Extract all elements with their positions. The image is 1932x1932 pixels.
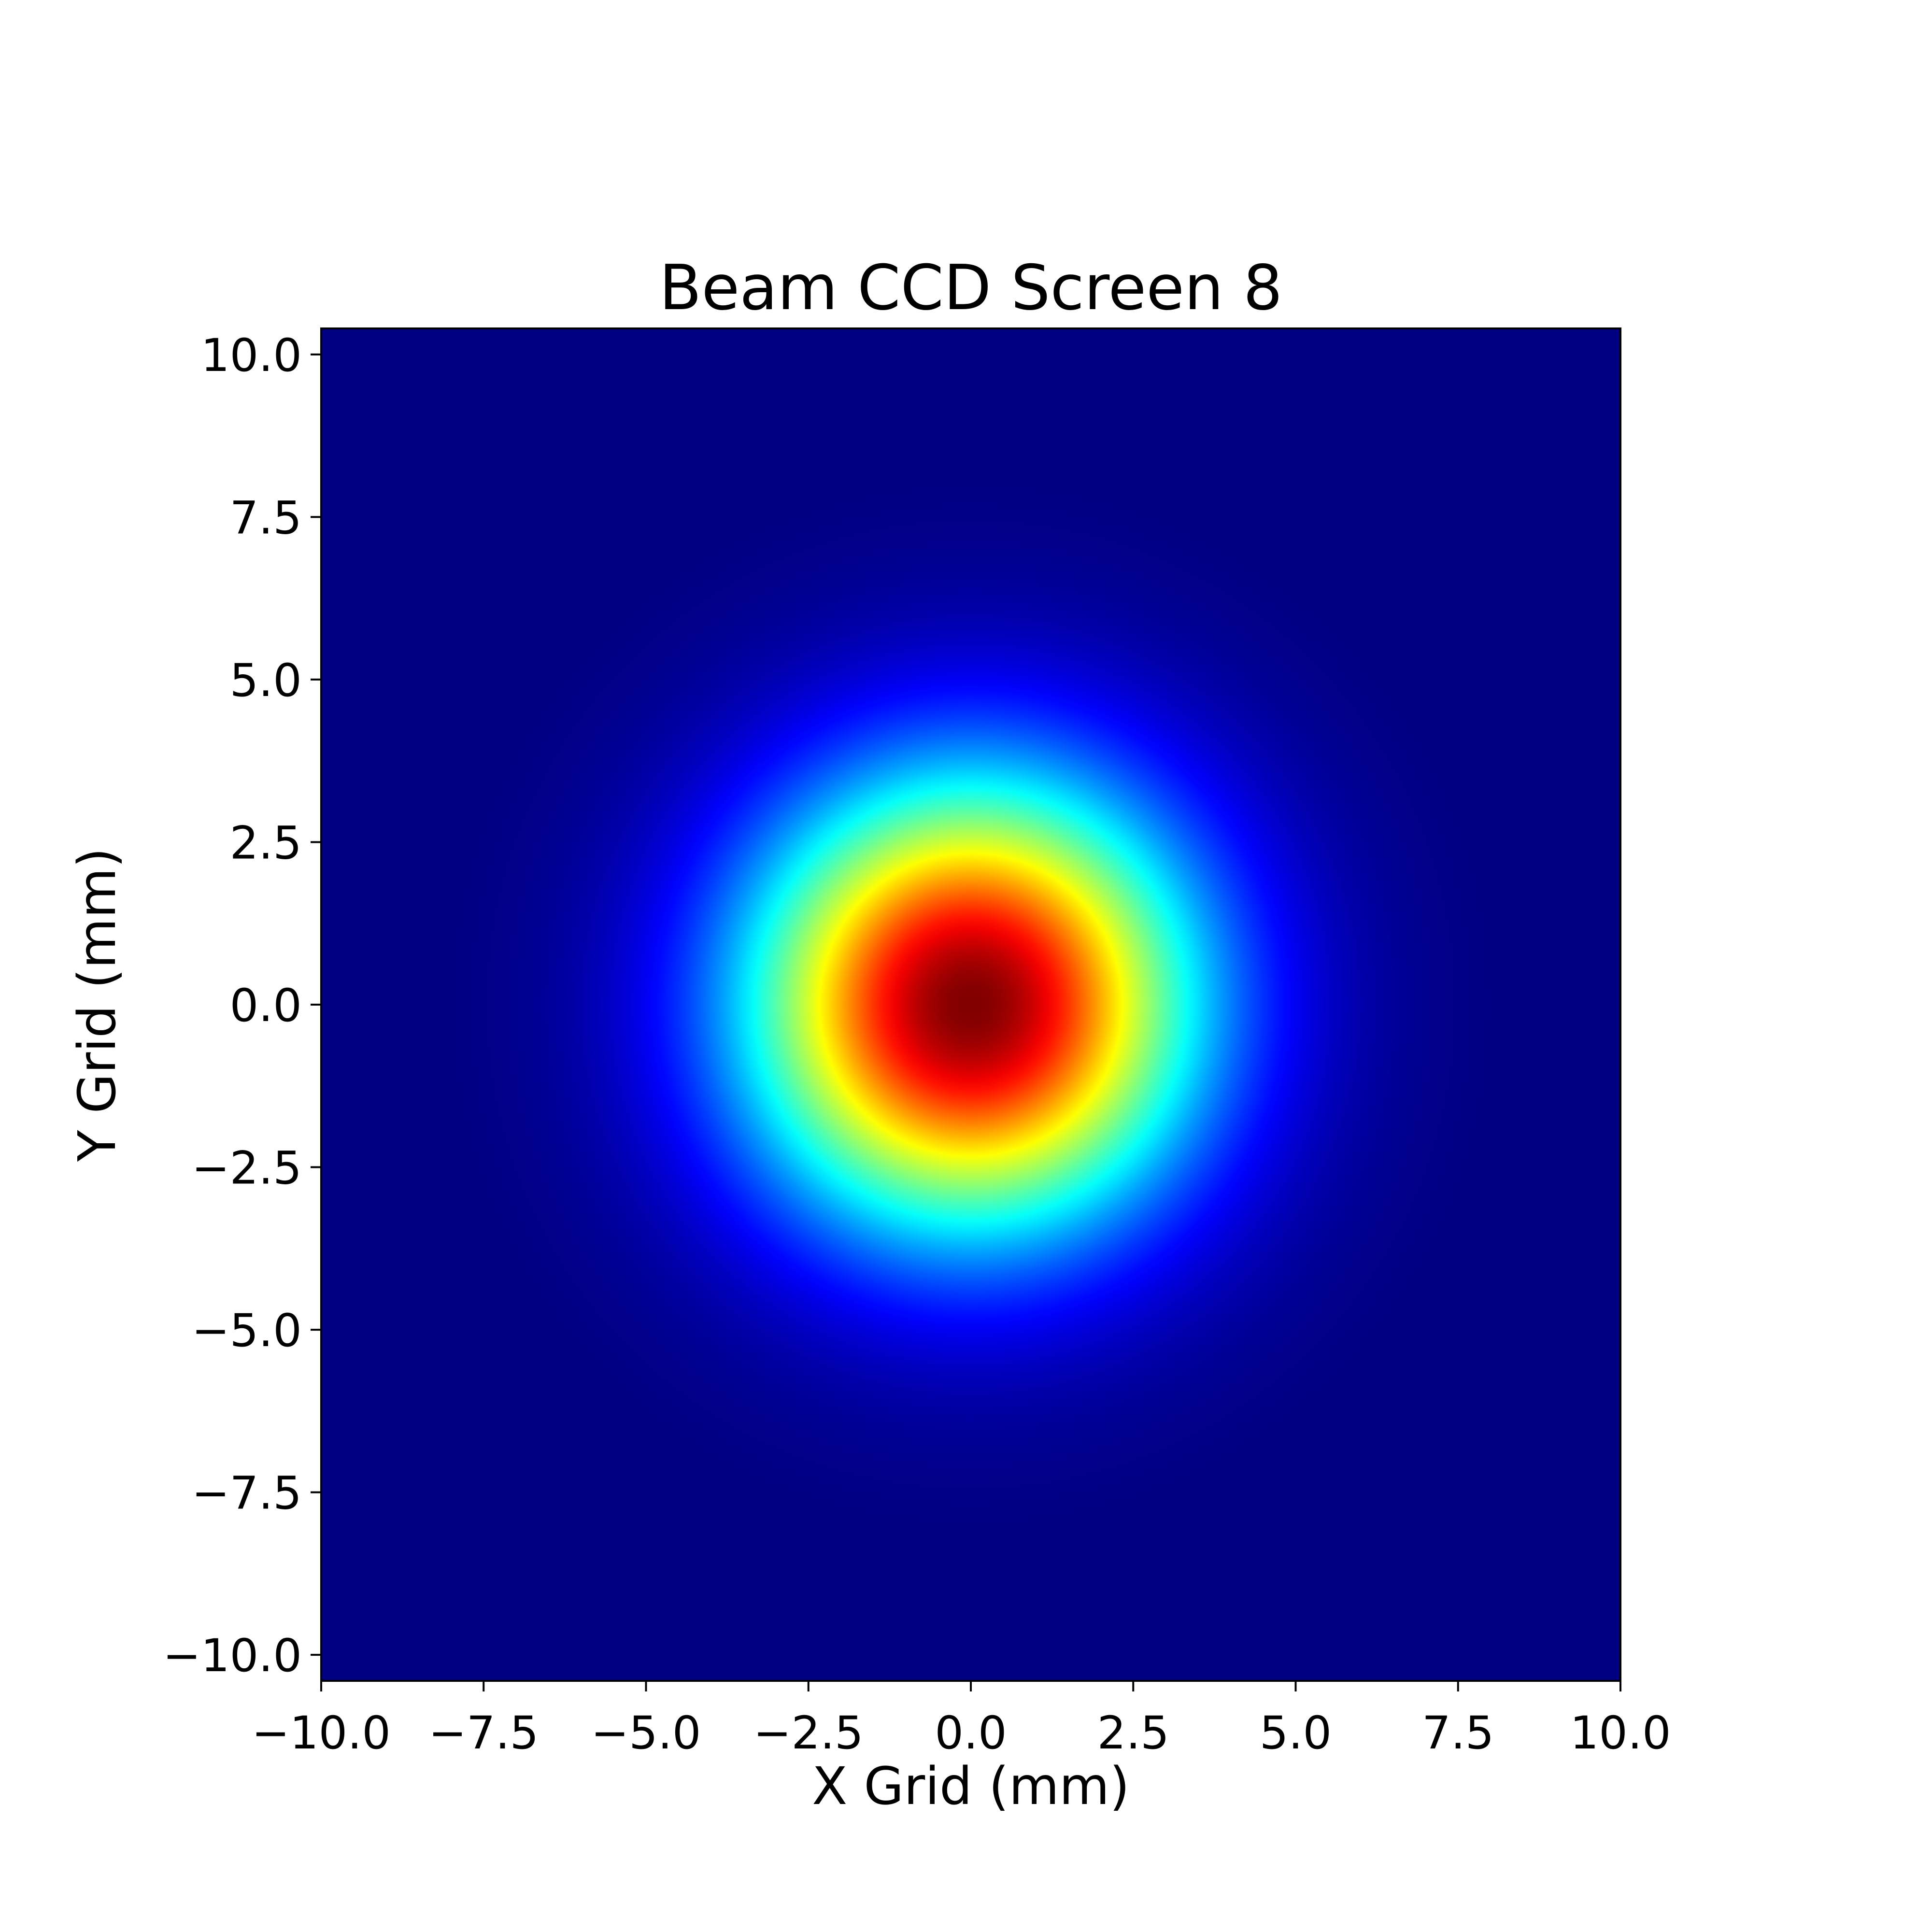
beam-intensity-heatmap (321, 328, 1620, 1681)
y-tick-label: −2.5 (192, 1142, 302, 1195)
x-tick-label: 2.5 (1097, 1707, 1170, 1760)
x-tick-label: 10.0 (1570, 1707, 1671, 1760)
x-tick-label: −5.0 (591, 1707, 701, 1760)
y-tick-label: −7.5 (192, 1467, 302, 1520)
y-tick-label: 0.0 (230, 980, 302, 1032)
y-tick-label: 7.5 (230, 492, 302, 544)
x-tick-label: 0.0 (935, 1707, 1007, 1760)
y-tick-label: −5.0 (192, 1305, 302, 1357)
chart-title: Beam CCD Screen 8 (659, 252, 1283, 324)
y-axis: 10.0 7.5 5.0 2.5 0.0 −2.5 −5.0 −7.5 −10.0 (163, 329, 321, 1682)
x-tick-label: 5.0 (1260, 1707, 1332, 1760)
x-axis: −10.0 −7.5 −5.0 −2.5 0.0 2.5 5.0 7.5 10.0 (252, 1681, 1671, 1760)
x-tick-label: −10.0 (252, 1707, 391, 1760)
x-tick-label: 7.5 (1422, 1707, 1494, 1760)
y-tick-label: 2.5 (230, 817, 302, 869)
y-tick-label: −10.0 (163, 1630, 302, 1682)
y-tick-label: 10.0 (201, 329, 302, 382)
y-axis-label: Y Grid (mm) (68, 848, 128, 1162)
y-tick-label: 5.0 (230, 654, 302, 707)
x-tick-label: −2.5 (753, 1707, 864, 1760)
x-axis-label: X Grid (mm) (812, 1757, 1130, 1817)
x-tick-label: −7.5 (428, 1707, 539, 1760)
